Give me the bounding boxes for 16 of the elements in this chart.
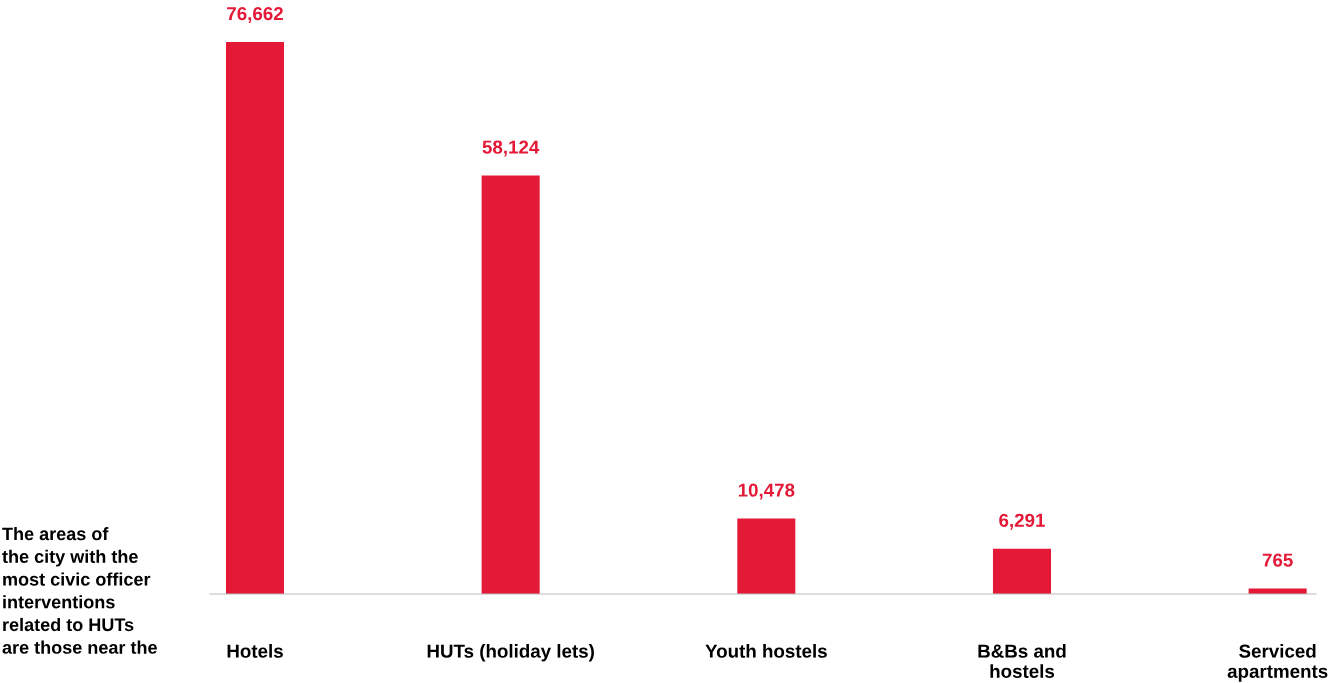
data-label: 76,662 (227, 6, 283, 23)
x-tick-label: B&Bs and hostels (978, 644, 1066, 678)
bar (481, 175, 540, 594)
data-label: 765 (1262, 553, 1293, 567)
x-tick-label: Serviced apartments (1227, 644, 1328, 682)
x-tick-label: Youth hostels (705, 644, 827, 658)
x-tick-label: Hotels (227, 644, 283, 658)
data-label: 10,478 (738, 483, 795, 500)
data-label: 58,124 (482, 140, 540, 157)
x-tick-label: HUTs (holiday lets) (427, 644, 594, 662)
data-label: 6,291 (999, 513, 1045, 530)
bar (1248, 588, 1307, 594)
bar (992, 548, 1051, 594)
bar (737, 518, 796, 594)
bar (225, 42, 285, 594)
text: The areas of the city with the most civic officer interventions related to HUTs are those near the (2, 527, 157, 654)
